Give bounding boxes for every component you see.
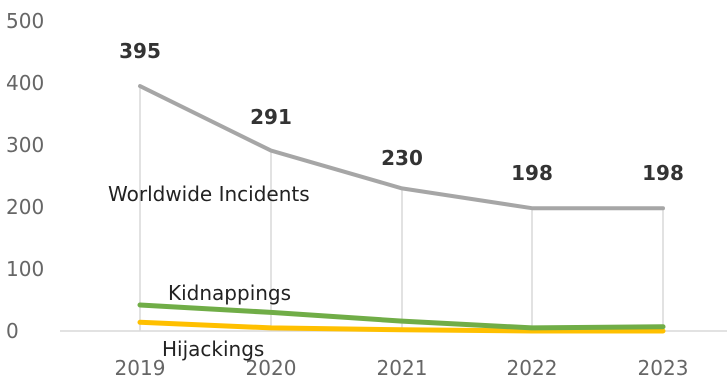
data-label: 198 [642, 161, 684, 185]
y-tick-label: 300 [6, 133, 44, 157]
data-label: 230 [381, 146, 423, 170]
data-labels: 395 291 230 198 198 [119, 39, 684, 185]
series-line-hijackings [137, 319, 666, 334]
series-line-kidnappings [137, 302, 666, 331]
series-label-hijackings: Hijackings [162, 337, 264, 361]
x-tick-label: 2020 [246, 356, 297, 379]
x-axis: 2019 2020 2021 2022 2023 [115, 356, 689, 379]
drop-lines [139, 86, 664, 331]
series-labels: Worldwide Incidents Kidnappings Hijackings [108, 182, 310, 361]
series-label-worldwide-incidents: Worldwide Incidents [108, 182, 310, 206]
series-lines [137, 84, 666, 334]
y-tick-label: 0 [6, 319, 19, 343]
y-tick-label: 500 [6, 9, 44, 33]
x-tick-label: 2022 [507, 356, 558, 379]
data-label: 395 [119, 39, 161, 63]
y-tick-label: 400 [6, 71, 44, 95]
series-line-worldwide-incidents [138, 84, 665, 211]
x-tick-label: 2021 [377, 356, 428, 379]
y-tick-label: 200 [6, 195, 44, 219]
data-label: 198 [511, 161, 553, 185]
x-tick-label: 2019 [115, 356, 166, 379]
y-axis: 0 100 200 300 400 500 [6, 9, 44, 343]
y-tick-label: 100 [6, 257, 44, 281]
series-label-kidnappings: Kidnappings [168, 281, 291, 305]
x-tick-label: 2023 [638, 356, 689, 379]
data-label: 291 [250, 105, 292, 129]
